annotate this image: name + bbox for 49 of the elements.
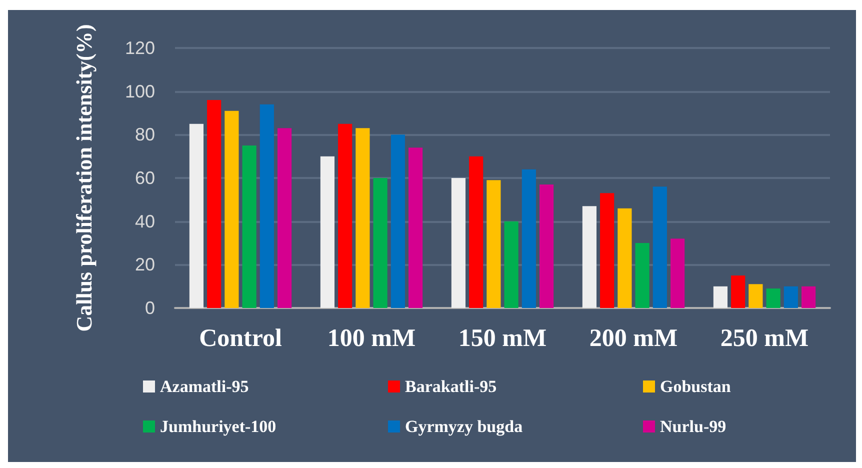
bar <box>469 156 484 308</box>
bar <box>635 243 650 308</box>
bar <box>504 221 518 308</box>
bar <box>224 110 239 308</box>
bar <box>277 128 292 308</box>
bar <box>766 288 780 308</box>
bar <box>784 286 798 308</box>
bar <box>652 186 667 308</box>
legend-label: Gyrmyzy bugda <box>405 417 524 436</box>
bar <box>408 148 423 308</box>
bar <box>748 284 763 308</box>
x-tick-label: 250 mM <box>720 325 809 352</box>
bar <box>731 276 746 308</box>
legend-label: Barakatli-95 <box>405 377 497 396</box>
y-tick-label: 80 <box>134 124 155 145</box>
bar <box>600 193 614 308</box>
bar <box>338 124 352 308</box>
y-tick-label: 40 <box>134 211 155 232</box>
bar <box>242 146 256 308</box>
y-tick-label: 60 <box>134 168 155 188</box>
bar <box>451 178 466 308</box>
bar <box>486 180 501 308</box>
legend-label: Nurlu-99 <box>660 417 726 436</box>
legend-label: Azamatli-95 <box>160 377 249 396</box>
bar <box>670 238 685 308</box>
bar <box>582 206 597 308</box>
bar <box>713 286 728 308</box>
bar <box>189 124 204 308</box>
x-tick-label: 200 mM <box>589 325 678 352</box>
bar <box>373 178 388 308</box>
bar <box>320 156 335 308</box>
bar <box>207 100 222 308</box>
legend-label: Jumhuriyet-100 <box>160 417 276 436</box>
bar <box>801 286 816 308</box>
y-axis-title: Callus proliferation intensity(%) <box>72 24 96 332</box>
x-tick-label: Control <box>199 325 282 352</box>
bar <box>356 128 370 308</box>
bar <box>618 208 632 308</box>
x-tick-label: 100 mM <box>327 325 416 352</box>
y-tick-label: 20 <box>134 254 155 275</box>
y-tick-label: 100 <box>124 81 155 102</box>
x-tick-label: 150 mM <box>458 325 547 352</box>
y-tick-label: 120 <box>124 38 155 58</box>
bar <box>260 104 274 308</box>
legend-label: Gobustan <box>660 377 732 396</box>
bar <box>390 134 405 308</box>
bar <box>522 169 536 308</box>
bar <box>539 184 554 308</box>
y-tick-label: 0 <box>144 298 155 318</box>
